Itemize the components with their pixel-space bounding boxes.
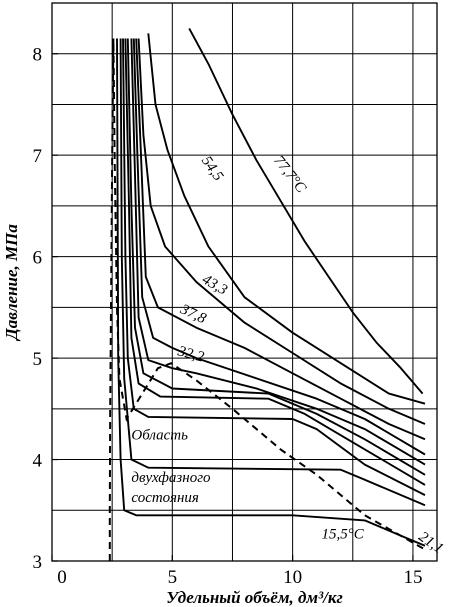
isotherm-line: [124, 38, 426, 486]
isotherm-line: [119, 38, 426, 507]
isotherm-label: 15,5°C: [322, 527, 365, 543]
isotherm-line: [132, 38, 426, 456]
isotherm-label: 54,5: [198, 153, 226, 184]
region-annotation: состояния: [131, 490, 198, 506]
x-tick-label: 10: [283, 567, 302, 588]
saturation-curve: [108, 38, 428, 561]
curves: [108, 27, 428, 561]
y-tick-label: 5: [33, 349, 43, 370]
grid: [52, 3, 437, 561]
y-tick-label: 7: [33, 146, 43, 167]
isotherm-line: [188, 27, 424, 395]
y-tick-label: 3: [33, 552, 43, 573]
isotherm-line: [126, 38, 426, 476]
isotherm-label: 32,2: [175, 343, 206, 366]
isotherm-label: 77,7°C: [270, 153, 309, 197]
x-tick-label: 0: [57, 567, 67, 588]
isotherm-line: [147, 33, 426, 405]
isotherm-label: 21,1: [415, 529, 446, 557]
x-tick-label: 5: [168, 567, 178, 588]
x-tick-label: 15: [403, 567, 422, 588]
region-annotation: Область: [131, 427, 188, 443]
isotherm-line: [135, 38, 426, 441]
isotherm-label: 43,3: [199, 272, 230, 299]
region-annotation: двухфазного: [131, 470, 211, 486]
y-tick-label: 4: [33, 451, 43, 472]
y-axis-title: Давление, МПа: [2, 224, 21, 342]
isotherm-line: [137, 38, 426, 425]
ticks: 0 5 10 15 3 4 5 6 7 8: [33, 45, 423, 588]
isotherm-line: [116, 38, 426, 547]
isotherm-line: [130, 38, 426, 466]
isotherm-line: [122, 38, 426, 496]
y-tick-label: 8: [33, 45, 43, 66]
isotherm-label: 37,8: [177, 301, 209, 327]
plot-frame: [51, 2, 438, 562]
y-tick-label: 6: [33, 248, 43, 269]
x-axis-title: Удельный объём, дм³/кг: [166, 588, 343, 607]
